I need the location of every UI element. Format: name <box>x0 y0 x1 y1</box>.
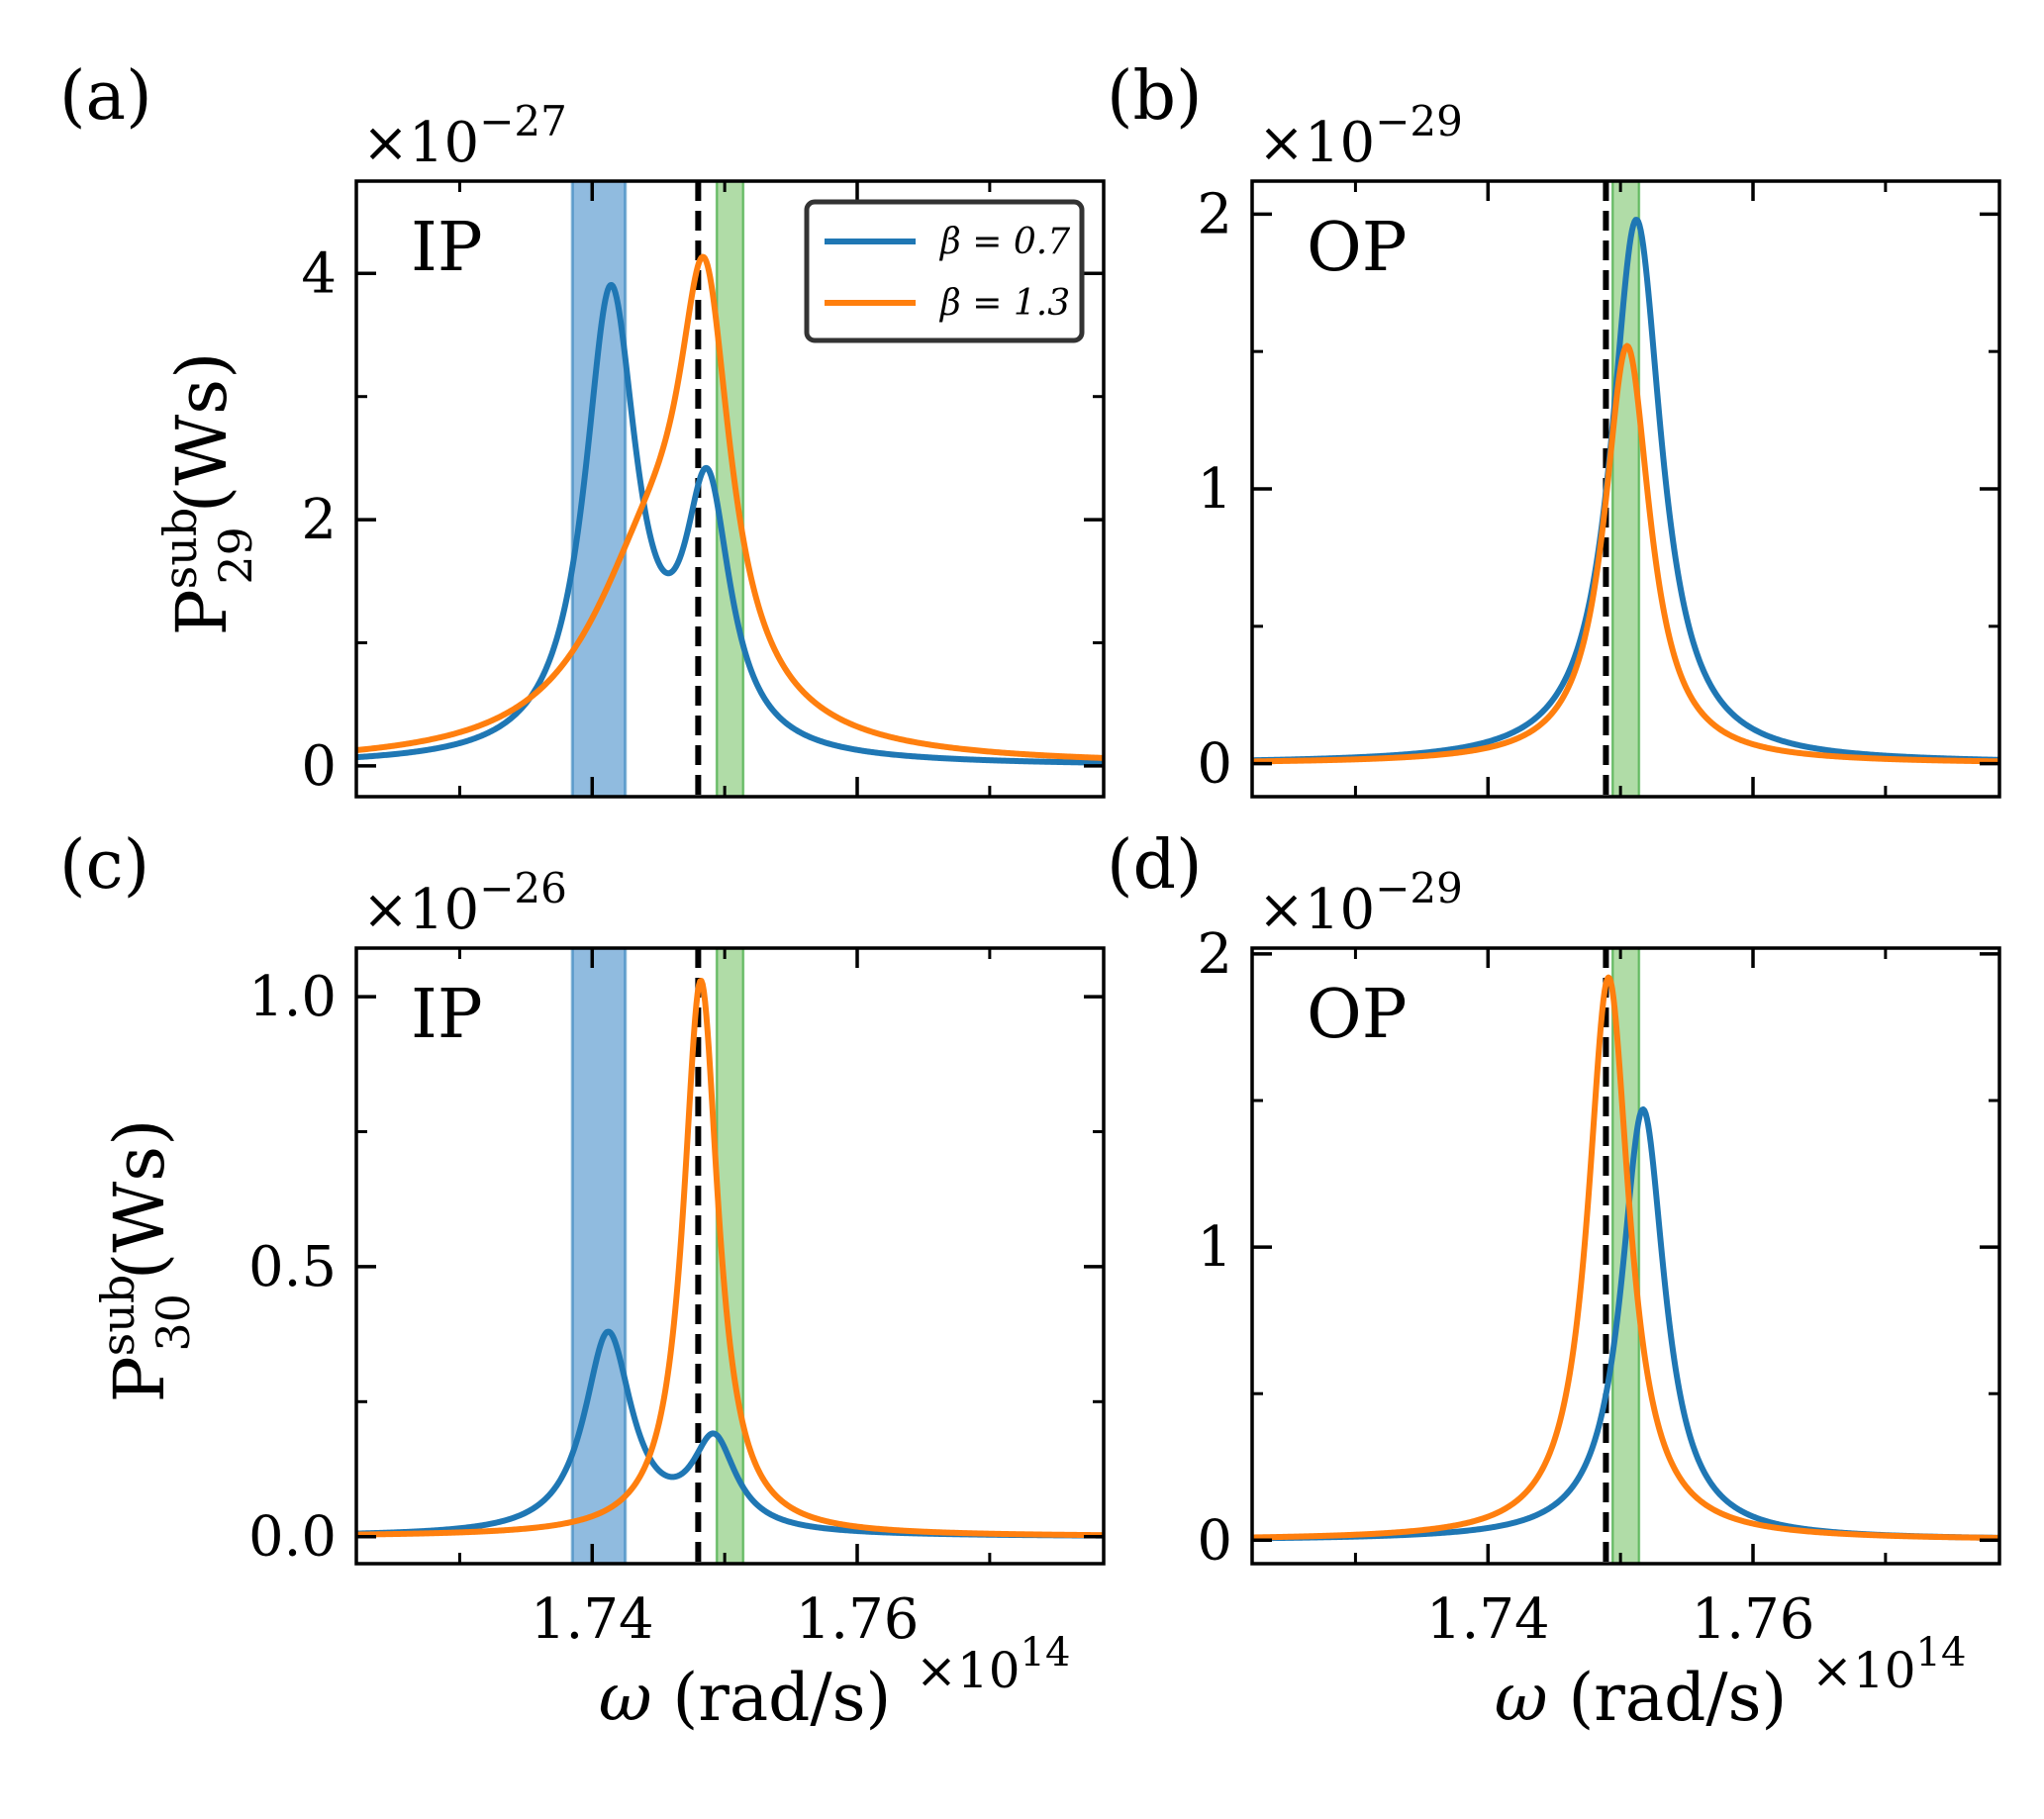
y-tick-label: 2 <box>1197 922 1232 987</box>
panel-b: 0 1 2 ×10−29 OP (b) <box>1107 57 2001 799</box>
x-exponent-label: ×1014 <box>1811 1630 1966 1699</box>
mode-label: OP <box>1307 976 1408 1054</box>
y-exponent-label: ×10−29 <box>1258 864 1463 942</box>
panel-d: 1.74 1.76 0 1 2 ×10−29 OP (d) ω (rad/s) ×1014 <box>1107 826 2001 1736</box>
series-line-beta_13 <box>1252 974 1999 1541</box>
panel-label: (d) <box>1107 826 1203 905</box>
mode-label: IP <box>411 976 483 1054</box>
y-tick-label: 0.5 <box>248 1235 337 1299</box>
panel-a: 0 2 4 ×10−27 IP (a) Psub29(Ws) β = 0.7 β = 1.3 <box>59 57 1106 799</box>
blue-band <box>572 948 626 1564</box>
y-tick-label: 0 <box>1197 732 1232 797</box>
x-tick-label: 1.76 <box>796 1587 920 1652</box>
x-tick-label: 1.74 <box>1426 1587 1550 1652</box>
y-tick-label: 1 <box>1197 457 1232 522</box>
green-band <box>717 181 743 797</box>
axes-frame <box>354 179 1106 799</box>
legend: β = 0.7 β = 1.3 <box>804 199 1085 343</box>
y-tick-label: 2 <box>301 488 337 552</box>
legend-label-beta_07: β = 0.7 <box>938 222 1070 262</box>
x-axis-label: ω (rad/s) <box>1495 1660 1788 1736</box>
y-tick-label: 1.0 <box>248 965 337 1029</box>
y-tick-label: 4 <box>301 241 337 306</box>
axes-frame <box>1250 946 2001 1566</box>
y-exponent-label: ×10−29 <box>1258 97 1463 175</box>
y-exponent-label: ×10−27 <box>362 97 567 175</box>
legend-label-beta_13: β = 1.3 <box>938 283 1070 324</box>
series-line-beta_07 <box>356 281 1104 766</box>
y-tick-label: 0.0 <box>248 1505 337 1570</box>
y-axis-label: Psub29(Ws) <box>153 352 262 636</box>
mode-label: OP <box>1307 209 1408 287</box>
series-line-beta_13 <box>356 253 1104 761</box>
series-line-beta_13 <box>356 978 1104 1539</box>
panel-c: 1.74 1.76 0.0 0.5 1.0 ×10−26 IP (c) Psub30(Ws) ω … <box>59 826 1106 1736</box>
y-exponent-label: ×10−26 <box>362 864 567 942</box>
plot-area-d <box>1252 948 1999 1564</box>
y-tick-label: 0 <box>301 734 337 799</box>
x-axis-label: ω (rad/s) <box>599 1660 892 1736</box>
y-tick-label: 1 <box>1197 1215 1232 1280</box>
x-tick-label: 1.76 <box>1692 1587 1815 1652</box>
series-line-beta_13 <box>1252 342 1999 765</box>
panel-label: (b) <box>1107 57 1203 136</box>
plot-area-c <box>356 948 1104 1564</box>
blue-band <box>572 181 626 797</box>
panel-label: (a) <box>59 57 152 136</box>
x-tick-label: 1.74 <box>531 1587 654 1652</box>
y-tick-label: 2 <box>1197 182 1232 246</box>
panel-label: (c) <box>59 826 149 905</box>
axes-frame <box>354 946 1106 1566</box>
plot-area-b <box>1252 181 1999 797</box>
y-axis-label: Psub30(Ws) <box>91 1119 200 1403</box>
plot-area-a <box>356 181 1104 797</box>
y-tick-label: 0 <box>1197 1508 1232 1573</box>
mode-label: IP <box>411 209 483 287</box>
x-exponent-label: ×1014 <box>916 1630 1070 1699</box>
